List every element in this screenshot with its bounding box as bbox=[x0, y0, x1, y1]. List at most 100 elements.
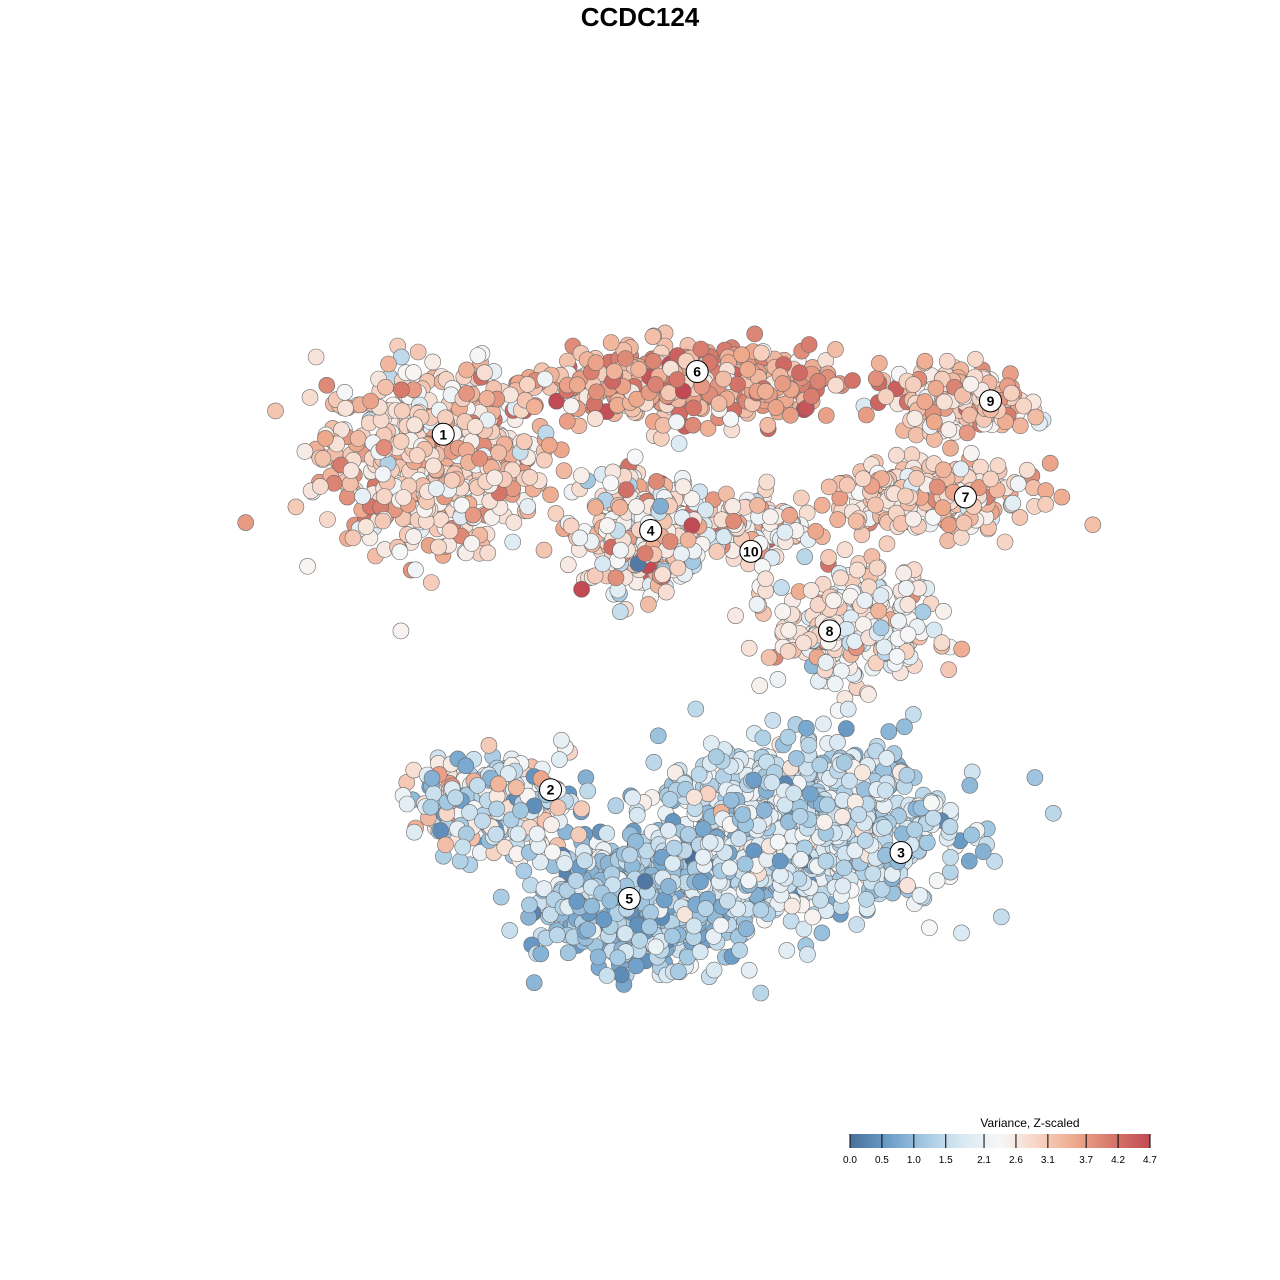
data-point bbox=[461, 804, 478, 821]
data-point bbox=[536, 370, 554, 388]
data-point bbox=[1018, 461, 1036, 479]
data-point bbox=[1009, 475, 1027, 493]
data-point bbox=[906, 821, 924, 839]
data-point bbox=[796, 548, 814, 566]
data-point bbox=[392, 622, 410, 640]
cluster-label-10: 10 bbox=[739, 539, 763, 563]
data-point bbox=[668, 371, 686, 388]
data-point bbox=[458, 361, 475, 379]
data-point bbox=[617, 350, 634, 367]
data-point bbox=[519, 376, 536, 393]
data-point bbox=[854, 764, 871, 781]
data-point bbox=[408, 447, 426, 464]
data-point bbox=[699, 785, 717, 803]
data-point bbox=[471, 450, 488, 467]
data-point bbox=[588, 383, 605, 401]
data-point bbox=[559, 944, 577, 962]
data-point bbox=[782, 406, 799, 424]
data-point bbox=[492, 888, 510, 906]
data-point bbox=[558, 412, 576, 430]
data-point bbox=[762, 508, 779, 526]
data-point bbox=[904, 510, 922, 528]
data-point bbox=[925, 413, 943, 431]
legend-title: Variance, Z-scaled bbox=[980, 1116, 1079, 1130]
data-point bbox=[870, 354, 888, 372]
data-point bbox=[628, 498, 645, 516]
data-point bbox=[424, 353, 442, 371]
data-point bbox=[730, 830, 748, 847]
svg-text:7: 7 bbox=[962, 489, 970, 505]
data-point bbox=[875, 638, 893, 656]
data-point bbox=[573, 580, 590, 598]
data-point bbox=[860, 686, 877, 703]
data-point bbox=[443, 471, 461, 489]
data-point bbox=[870, 602, 888, 620]
data-point bbox=[835, 859, 853, 877]
data-point bbox=[586, 410, 604, 427]
data-point bbox=[904, 706, 922, 723]
data-point bbox=[586, 567, 604, 585]
data-point bbox=[611, 499, 629, 516]
data-point bbox=[664, 854, 681, 872]
data-point bbox=[847, 512, 865, 530]
data-point bbox=[899, 877, 916, 894]
data-point bbox=[834, 877, 852, 895]
data-point bbox=[657, 583, 675, 601]
legend-color-bar bbox=[850, 1134, 1150, 1148]
data-point bbox=[952, 529, 970, 546]
data-point bbox=[542, 486, 559, 504]
data-point bbox=[737, 920, 755, 938]
data-point bbox=[490, 775, 507, 793]
legend-ticks: 0.0 0.5 1.0 1.5 2.1 2.6 3.1 3.7 4.2 4.7 bbox=[843, 1134, 1157, 1166]
data-point bbox=[314, 450, 332, 467]
data-point bbox=[647, 938, 665, 956]
data-point bbox=[795, 920, 813, 938]
data-point bbox=[724, 498, 742, 515]
data-point bbox=[923, 794, 940, 812]
data-point bbox=[962, 444, 980, 462]
data-point bbox=[958, 424, 976, 442]
data-point bbox=[826, 675, 844, 693]
data-point bbox=[799, 946, 816, 963]
data-point bbox=[535, 541, 553, 559]
data-point bbox=[708, 543, 726, 560]
data-point bbox=[916, 352, 934, 370]
data-point bbox=[838, 476, 856, 494]
data-point bbox=[722, 410, 740, 428]
data-point bbox=[611, 603, 629, 621]
data-point bbox=[715, 370, 732, 388]
data-point bbox=[733, 346, 750, 364]
data-point bbox=[827, 376, 845, 394]
data-point bbox=[568, 892, 586, 910]
data-point bbox=[636, 873, 654, 890]
svg-text:10: 10 bbox=[743, 543, 759, 559]
data-point bbox=[654, 566, 671, 583]
data-point bbox=[469, 347, 487, 364]
data-point bbox=[640, 596, 657, 613]
data-point bbox=[890, 612, 907, 630]
data-point bbox=[669, 963, 687, 980]
legend-tick-label: 0.0 bbox=[843, 1155, 857, 1166]
data-point bbox=[809, 372, 827, 390]
data-point bbox=[769, 833, 787, 851]
data-point bbox=[1003, 384, 1020, 402]
data-point bbox=[918, 834, 936, 851]
data-point bbox=[844, 372, 861, 389]
data-point bbox=[941, 818, 959, 836]
data-point bbox=[864, 865, 882, 883]
data-point bbox=[636, 545, 654, 562]
data-point bbox=[701, 833, 719, 851]
data-point bbox=[1011, 509, 1029, 526]
data-point bbox=[605, 362, 623, 380]
data-point bbox=[521, 468, 539, 486]
data-point bbox=[301, 389, 319, 406]
data-point bbox=[760, 649, 778, 666]
data-point bbox=[867, 654, 885, 672]
data-point bbox=[848, 916, 866, 933]
data-point bbox=[576, 852, 594, 870]
data-point bbox=[684, 416, 702, 434]
data-point bbox=[652, 497, 669, 515]
data-point bbox=[940, 661, 958, 679]
cluster-label-8: 8 bbox=[818, 619, 842, 643]
data-point bbox=[624, 789, 641, 807]
